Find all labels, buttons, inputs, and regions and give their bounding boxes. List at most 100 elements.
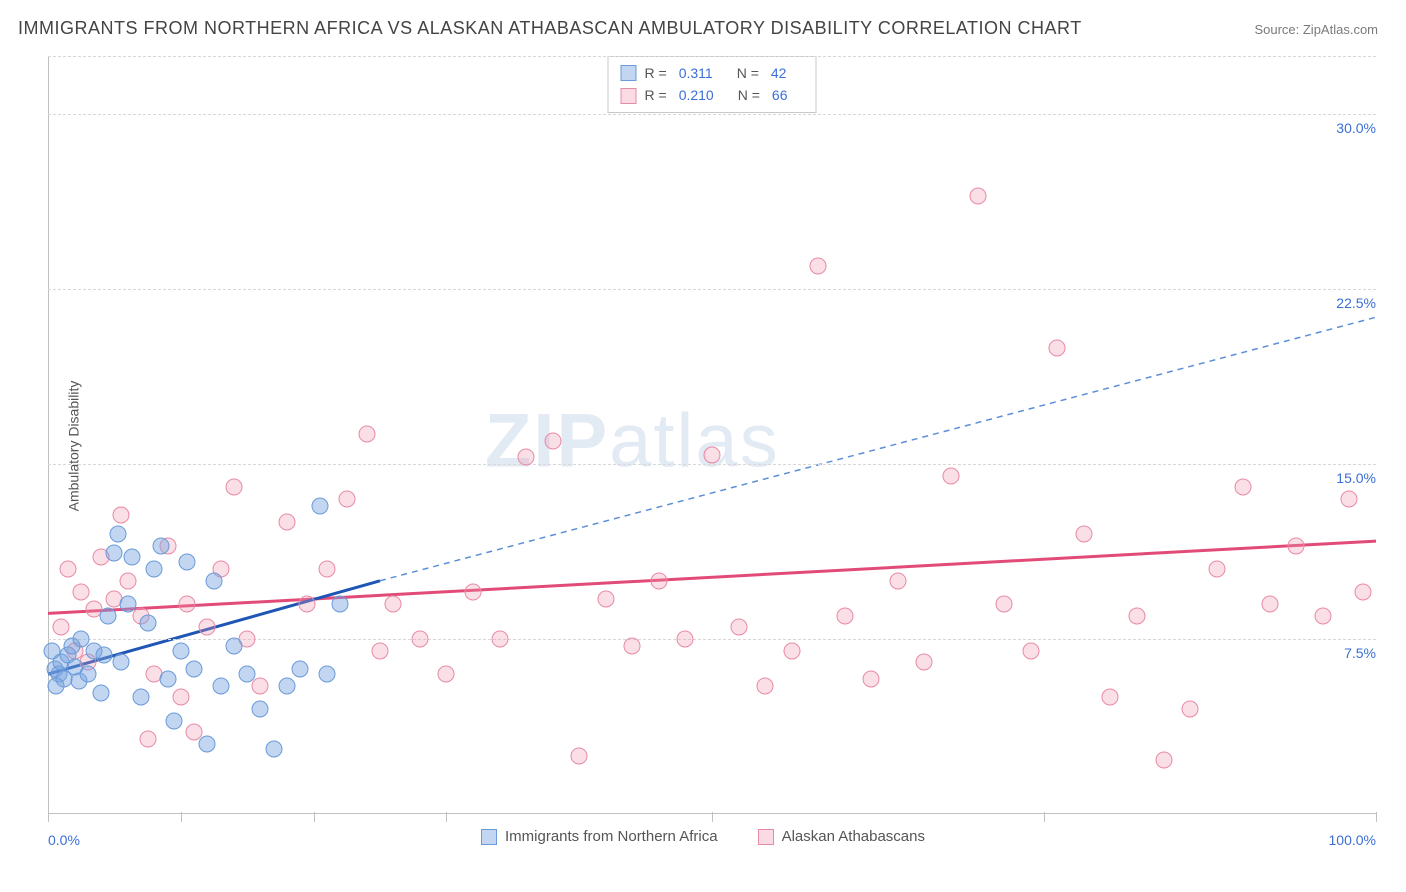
x-tick (181, 812, 182, 822)
data-point (252, 677, 269, 694)
data-point (438, 666, 455, 683)
r-value-pink: 0.210 (679, 84, 714, 106)
x-tick (1044, 812, 1045, 822)
x-min-label: 0.0% (48, 832, 80, 848)
data-point (159, 670, 176, 687)
data-point (863, 670, 880, 687)
data-point (836, 607, 853, 624)
data-point (179, 554, 196, 571)
data-point (491, 631, 508, 648)
data-point (292, 661, 309, 678)
data-point (79, 666, 96, 683)
data-point (704, 446, 721, 463)
data-point (199, 736, 216, 753)
stats-legend-box: R = 0.311 N = 42 R = 0.210 N = 66 (608, 56, 817, 113)
data-point (1075, 526, 1092, 543)
x-max-label: 100.0% (1329, 832, 1376, 848)
data-point (119, 572, 136, 589)
data-point (810, 257, 827, 274)
watermark-light: atlas (609, 398, 780, 483)
data-point (372, 642, 389, 659)
data-point (225, 638, 242, 655)
data-point (172, 689, 189, 706)
n-label: N = (737, 62, 759, 84)
data-point (677, 631, 694, 648)
n-value-blue: 42 (771, 62, 787, 84)
x-tick (1376, 812, 1377, 822)
data-point (73, 584, 90, 601)
data-point (757, 677, 774, 694)
chart-title: IMMIGRANTS FROM NORTHERN AFRICA VS ALASK… (18, 18, 1082, 39)
data-point (166, 712, 183, 729)
data-point (996, 596, 1013, 613)
data-point (110, 526, 127, 543)
data-point (783, 642, 800, 659)
data-point (969, 187, 986, 204)
data-point (43, 642, 60, 659)
data-point (597, 591, 614, 608)
data-point (146, 561, 163, 578)
x-tick (314, 812, 315, 822)
swatch-blue-icon (481, 829, 497, 845)
data-point (332, 596, 349, 613)
y-tick-label: 22.5% (1332, 295, 1380, 311)
data-point (1288, 537, 1305, 554)
data-point (385, 596, 402, 613)
data-point (411, 631, 428, 648)
data-point (318, 666, 335, 683)
data-point (119, 596, 136, 613)
x-tick (712, 812, 713, 822)
grid-line-h (48, 114, 1376, 115)
data-point (1155, 752, 1172, 769)
trend-lines-layer (48, 56, 1376, 814)
data-point (1208, 561, 1225, 578)
data-point (206, 572, 223, 589)
data-point (1182, 701, 1199, 718)
data-point (916, 654, 933, 671)
data-point (172, 642, 189, 659)
data-point (1102, 689, 1119, 706)
data-point (139, 614, 156, 631)
data-point (1314, 607, 1331, 624)
data-point (1354, 584, 1371, 601)
y-tick-label: 15.0% (1332, 470, 1380, 486)
watermark: ZIPatlas (485, 397, 780, 484)
data-point (1128, 607, 1145, 624)
r-label: R = (645, 62, 667, 84)
data-point (312, 498, 329, 515)
data-point (1261, 596, 1278, 613)
data-point (252, 701, 269, 718)
series-legend: Immigrants from Northern Africa Alaskan … (481, 828, 925, 845)
grid-line-h (48, 464, 1376, 465)
legend-item-pink: Alaskan Athabascans (758, 828, 925, 845)
data-point (1022, 642, 1039, 659)
data-point (123, 549, 140, 566)
data-point (889, 572, 906, 589)
data-point (1235, 479, 1252, 496)
data-point (730, 619, 747, 636)
n-value-pink: 66 (772, 84, 788, 106)
swatch-pink-icon (758, 829, 774, 845)
data-point (212, 677, 229, 694)
legend-pink-label: Alaskan Athabascans (782, 828, 925, 845)
stats-row-pink: R = 0.210 N = 66 (621, 84, 804, 106)
data-point (1049, 339, 1066, 356)
r-value-blue: 0.311 (679, 62, 713, 84)
data-point (318, 561, 335, 578)
swatch-blue-icon (621, 65, 637, 81)
data-point (650, 572, 667, 589)
data-point (132, 689, 149, 706)
data-point (186, 661, 203, 678)
data-point (53, 619, 70, 636)
data-point (93, 684, 110, 701)
data-point (99, 607, 116, 624)
y-tick-label: 30.0% (1332, 120, 1380, 136)
data-point (279, 514, 296, 531)
data-point (624, 638, 641, 655)
data-point (298, 596, 315, 613)
data-point (265, 740, 282, 757)
swatch-pink-icon (621, 88, 637, 104)
data-point (106, 544, 123, 561)
data-point (113, 507, 130, 524)
stats-row-blue: R = 0.311 N = 42 (621, 62, 804, 84)
